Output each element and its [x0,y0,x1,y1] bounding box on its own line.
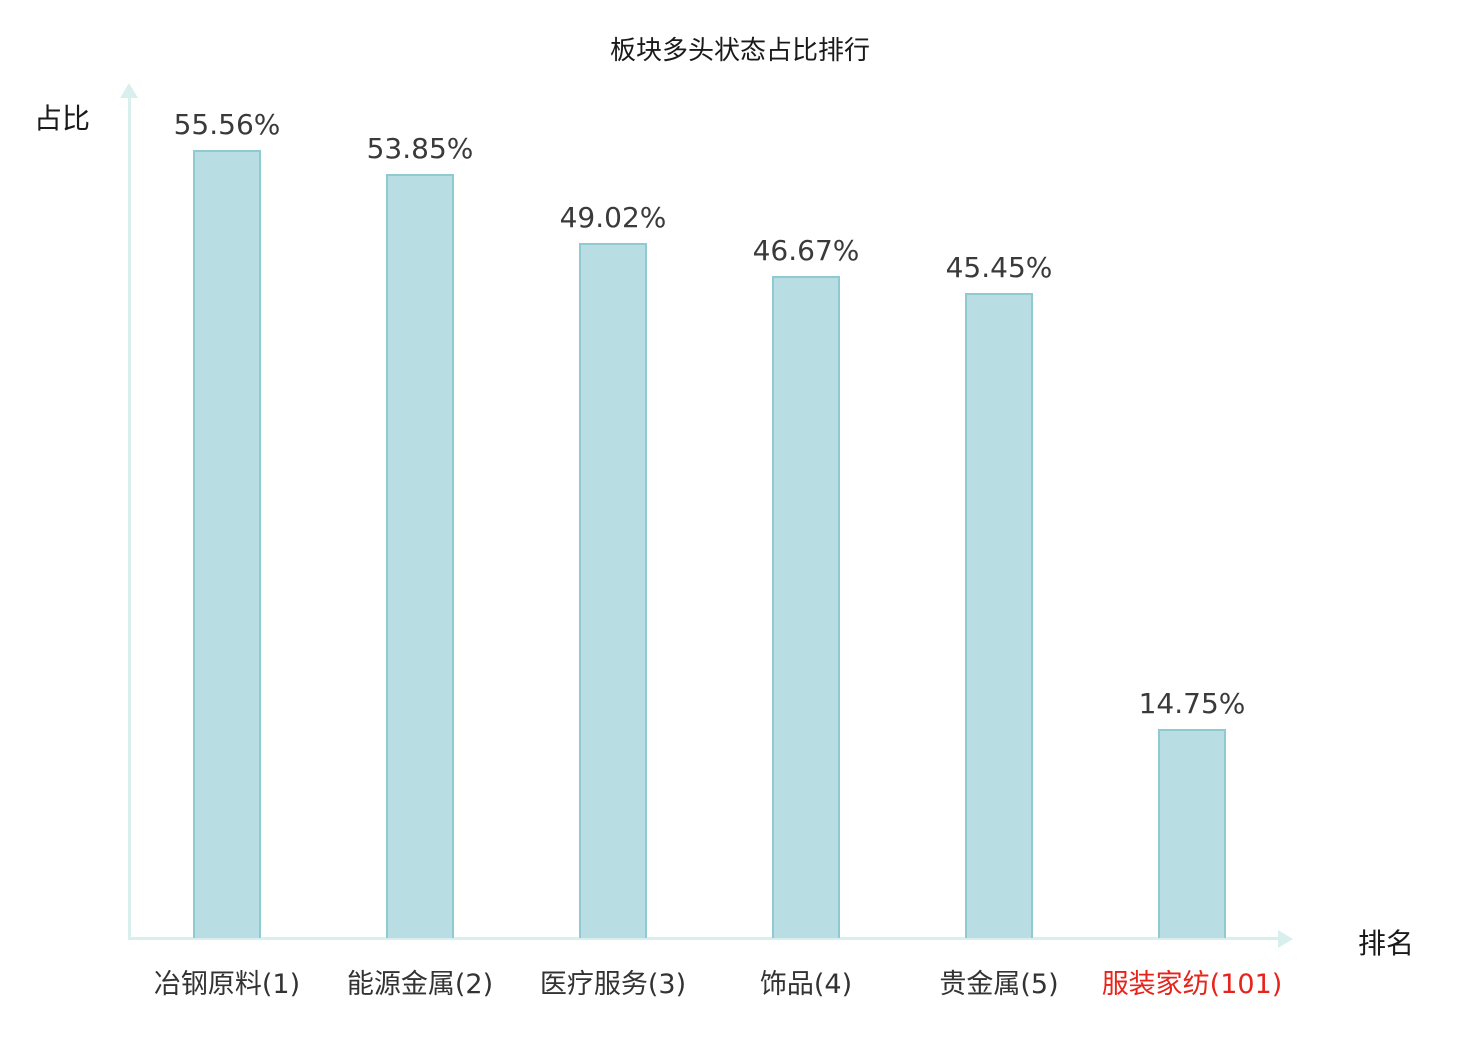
y-axis-line [128,96,131,940]
y-axis-arrow-icon [120,83,138,98]
bar-value-label: 55.56% [173,108,281,141]
bar-category-label: 服装家纺(101) [1101,969,1283,1000]
bar-value-label: 49.02% [559,201,667,234]
bar [386,174,454,938]
bar [1158,729,1226,938]
x-axis-line [128,937,1280,940]
bar [772,276,840,938]
bar [193,150,261,938]
bar-category-label: 贵金属(5) [939,969,1059,1000]
bar-value-label: 14.75% [1138,687,1246,720]
bar-category-label: 能源金属(2) [346,969,494,1000]
bar [579,243,647,938]
chart-title: 板块多头状态占比排行 [609,36,870,66]
y-axis-label: 占比 [34,102,91,135]
bar-value-label: 46.67% [752,234,860,267]
x-axis-label: 排名 [1358,927,1415,960]
bar-category-label: 饰品(4) [759,969,853,1000]
bar-category-label: 冶钢原料(1) [153,969,301,1000]
x-axis-arrow-icon [1278,930,1293,948]
bar-value-label: 53.85% [366,132,474,165]
bar-value-label: 45.45% [945,251,1053,284]
bar-category-label: 医疗服务(3) [539,969,687,1000]
bar [965,293,1033,938]
